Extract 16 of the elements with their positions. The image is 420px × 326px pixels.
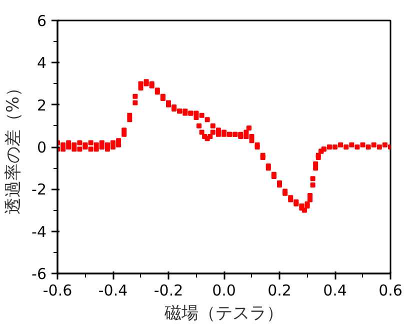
x-tick-label: -0.4 <box>98 282 128 300</box>
x-tick-label: 0.0 <box>212 282 236 300</box>
y-tick-label: 4 <box>36 54 47 72</box>
y-tick-label: 0 <box>36 138 47 156</box>
y-tick-label: 2 <box>36 96 47 114</box>
y-tick-label: -6 <box>32 265 47 283</box>
x-tick-label: -0.6 <box>42 282 72 300</box>
x-tick-label: 0.4 <box>323 282 347 300</box>
y-tick-label: 6 <box>36 12 47 30</box>
y-tick-label: -4 <box>32 222 47 241</box>
x-tick-label: 0.6 <box>378 282 402 300</box>
x-tick-label: 0.2 <box>268 282 292 300</box>
x-axis-title: 磁場（テスラ） <box>164 304 284 324</box>
y-axis-title: 透過率の差（%） <box>4 79 24 215</box>
x-tick-label: -0.2 <box>154 282 184 300</box>
y-tick-label: -2 <box>32 180 47 199</box>
